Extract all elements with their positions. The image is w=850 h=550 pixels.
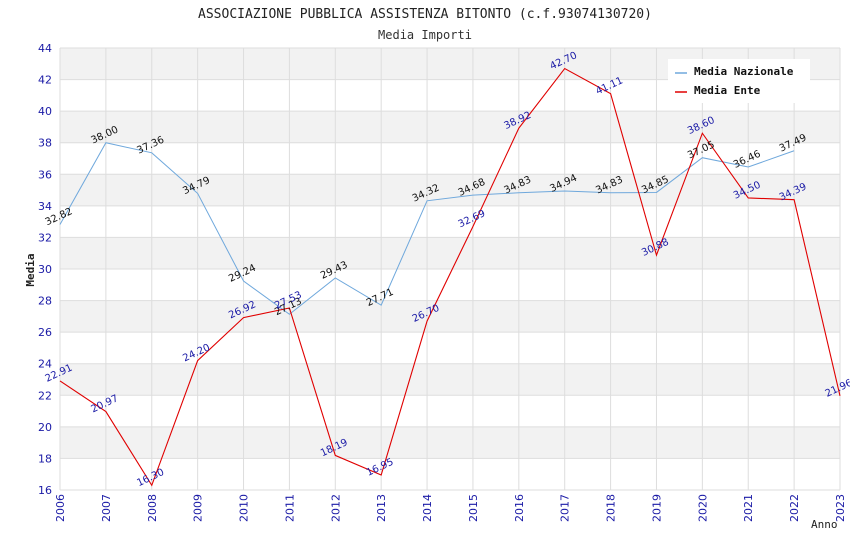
data-label-media-ente: 16.30 [135,467,166,489]
chart-title: ASSOCIAZIONE PUBBLICA ASSISTENZA BITONTO… [198,7,652,22]
legend-label-media-nazionale: Media Nazionale [694,65,794,78]
x-tick-label: 2008 [146,494,159,522]
y-tick-label: 20 [38,421,52,434]
y-tick-labels: 16 18 20 22 24 26 28 30 32 34 36 38 40 42 44 [38,42,52,497]
grid-band [60,426,840,459]
series-line-media-nazionale [59,142,795,315]
y-tick-label: 32 [38,231,52,244]
x-tick-label: 2016 [513,494,526,522]
x-tick-label: 2013 [375,494,388,522]
y-tick-label: 40 [38,105,52,118]
y-tick-label: 18 [38,452,52,465]
legend: Media Nazionale Media Ente [668,59,810,103]
grid-lines [59,47,841,491]
series-line-media-ente [59,67,841,487]
x-tick-label: 2017 [559,494,572,522]
y-tick-label: 30 [38,263,52,276]
x-tick-label: 2022 [788,494,801,522]
y-tick-label: 44 [38,42,52,55]
x-axis-label: Anno [811,518,838,531]
data-label-media-ente: 16.95 [365,457,396,479]
data-label-media-nazionale: 36.46 [732,149,763,171]
grid-band [60,237,840,269]
y-tick-label: 22 [38,389,52,402]
legend-label-media-ente: Media Ente [694,84,761,97]
x-tick-label: 2014 [421,494,434,522]
y-tick-label: 38 [38,137,52,150]
data-label-media-ente: 32.69 [457,208,488,230]
series-lines [59,67,841,487]
grid-band [60,111,840,143]
x-tick-label: 2020 [696,494,709,522]
chart-subtitle: Media Importi [378,28,472,42]
y-tick-label: 26 [38,326,52,339]
y-tick-label: 24 [38,358,52,371]
data-label-media-ente: 24.20 [181,342,212,364]
x-tick-label: 2006 [54,494,67,522]
legend-box [668,59,810,103]
data-label-media-ente: 20.97 [90,393,121,415]
x-tick-label: 2011 [283,494,296,522]
x-tick-label: 2023 [834,494,847,522]
x-tick-labels: 2006 2007 2008 2009 2010 2011 2012 2013 2014 2015… [54,494,847,522]
y-tick-label: 36 [38,168,52,181]
grid-bands [60,48,840,459]
x-tick-label: 2021 [742,494,755,522]
grid-band [60,174,840,206]
x-tick-label: 2019 [650,494,663,522]
x-tick-label: 2018 [605,494,618,522]
grid-band [60,363,840,396]
y-tick-label: 42 [38,74,52,87]
x-tick-label: 2009 [192,494,205,522]
x-tick-label: 2010 [238,494,251,522]
y-tick-label: 28 [38,295,52,308]
y-tick-label: 34 [38,200,52,213]
y-axis-label: Media [24,253,37,286]
y-tick-label: 16 [38,484,52,497]
x-tick-label: 2012 [329,494,342,522]
x-tick-label: 2007 [100,494,113,522]
grid-band [60,300,840,333]
x-tick-label: 2015 [467,494,480,522]
